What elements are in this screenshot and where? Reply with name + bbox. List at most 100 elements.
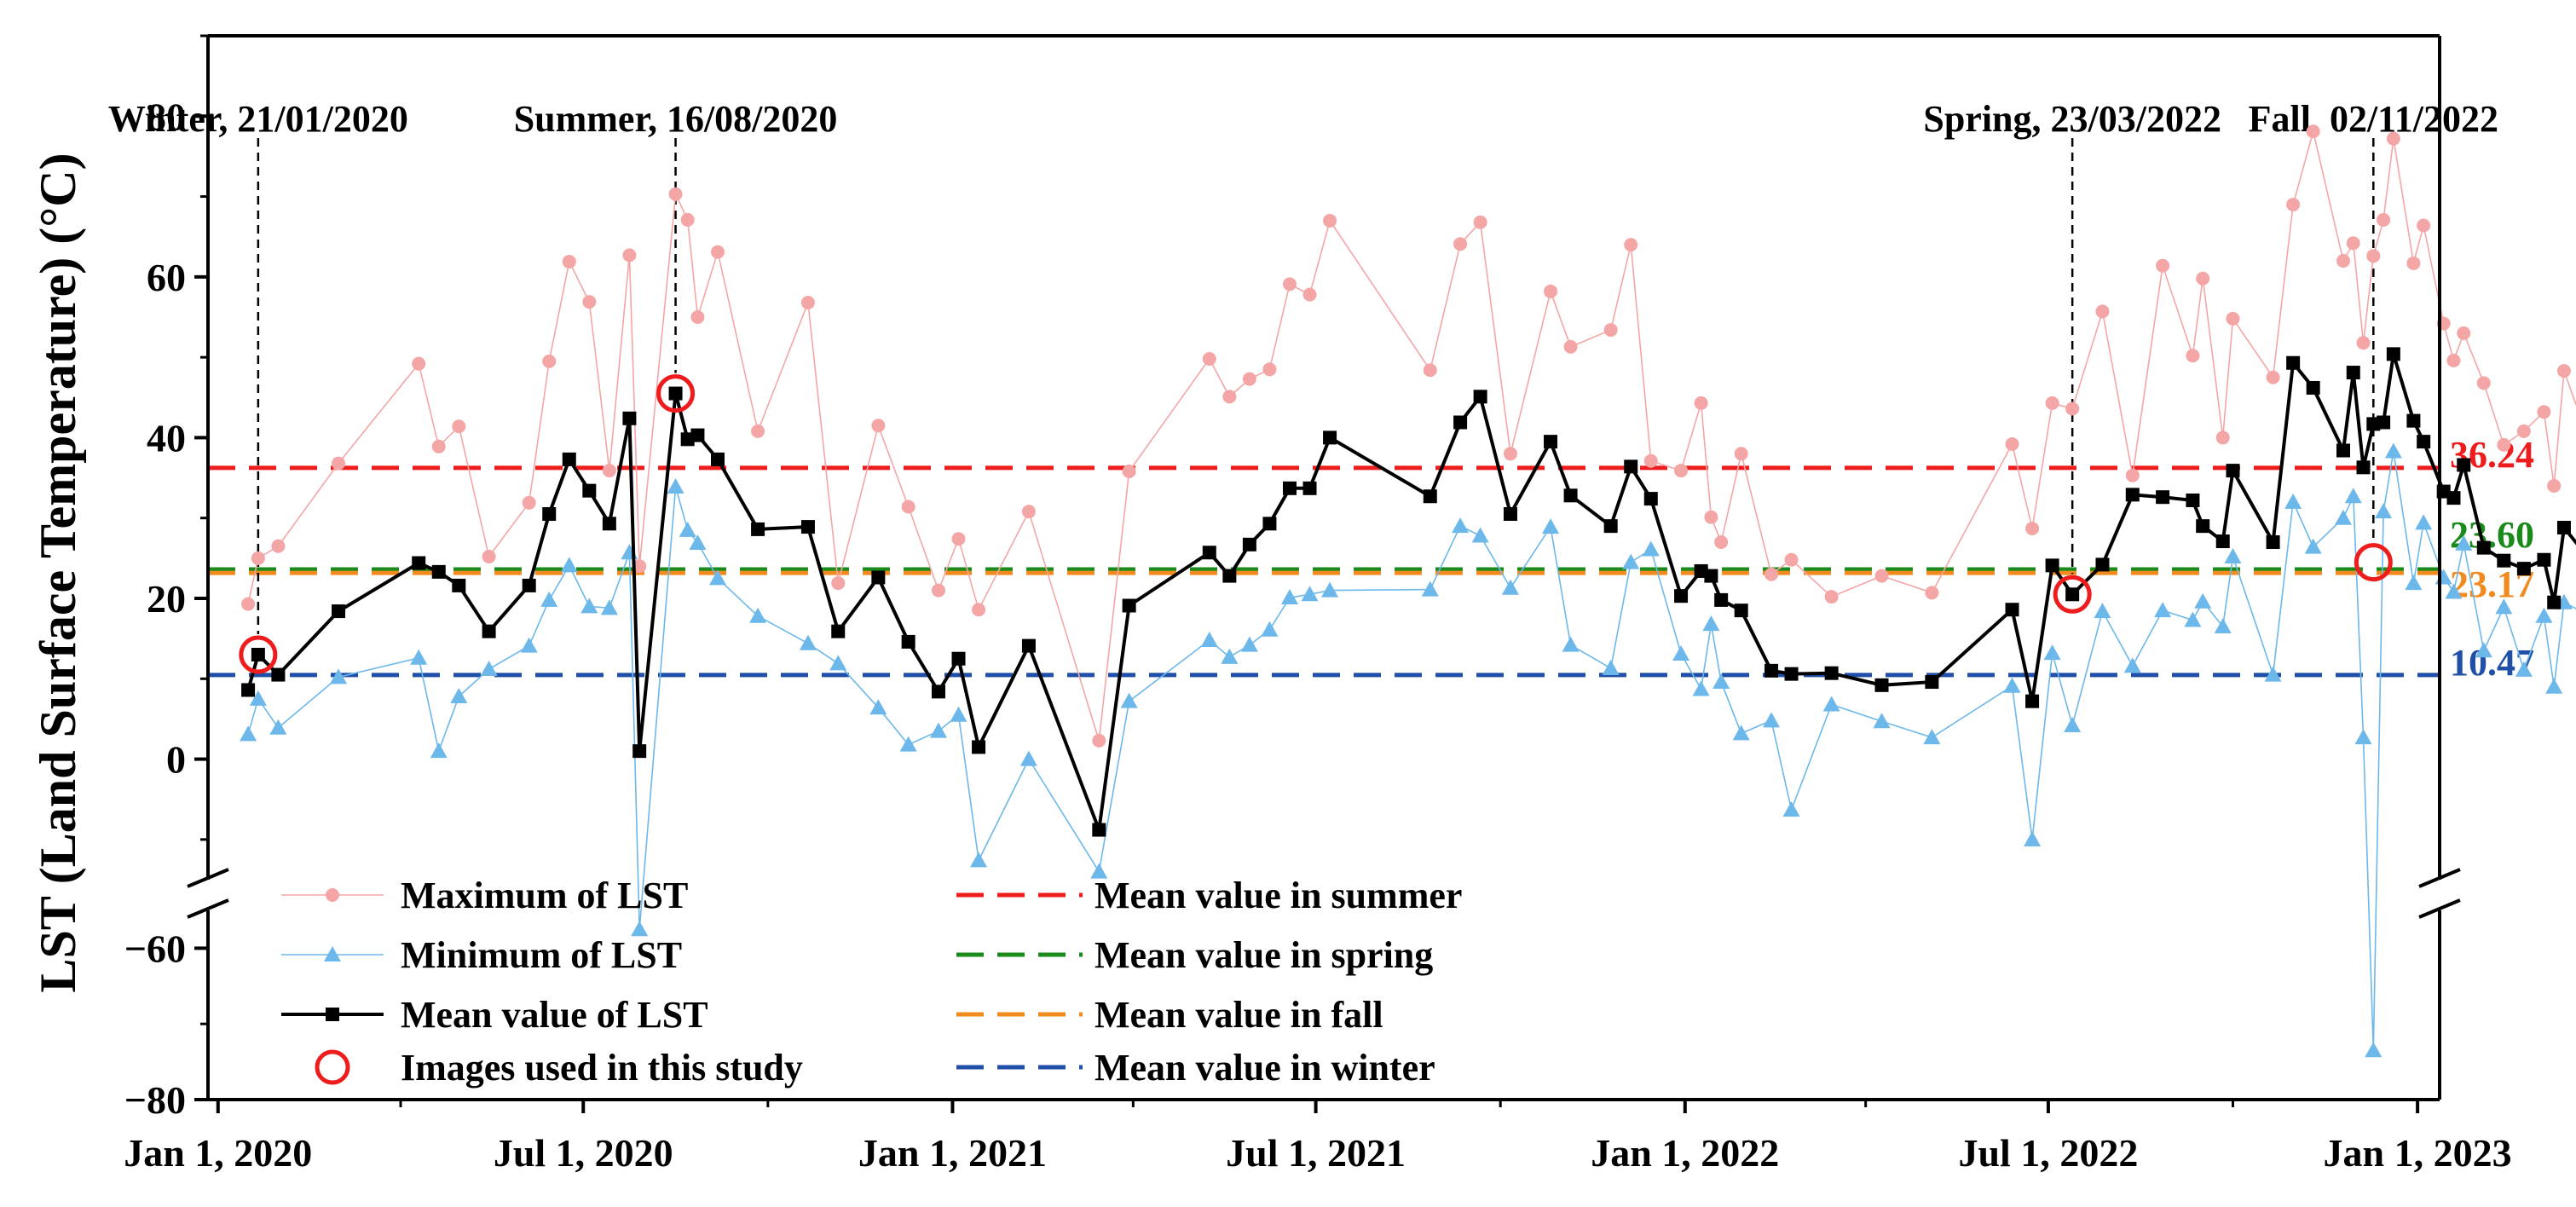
mean-lst-point bbox=[622, 411, 637, 425]
max-lst-point bbox=[2095, 304, 2110, 319]
y-tick-label: −60 bbox=[124, 927, 186, 970]
max-lst-point bbox=[271, 539, 286, 553]
max-lst-point bbox=[251, 551, 265, 565]
min-lst-point bbox=[1542, 518, 1560, 534]
max-lst-point bbox=[1643, 453, 1658, 468]
min-lst-point bbox=[1713, 673, 1730, 690]
x-tick-label: Jan 1, 2023 bbox=[2324, 1131, 2512, 1175]
mean-lst-point bbox=[1674, 589, 1689, 604]
min-lst-point bbox=[2384, 442, 2402, 459]
mean-lst-point bbox=[2215, 534, 2230, 549]
max-lst-point bbox=[1122, 465, 1136, 479]
mean-lst-point bbox=[452, 578, 466, 592]
annotation-label: Fall, 02/11/2022 bbox=[2249, 98, 2498, 140]
y-tick-label: −80 bbox=[124, 1078, 186, 1122]
mean-lst-point bbox=[2125, 488, 2140, 502]
mean-lst-point bbox=[1503, 507, 1517, 521]
max-lst-point bbox=[602, 464, 616, 478]
min-lst-point bbox=[2024, 830, 2042, 846]
min-lst-point bbox=[2515, 661, 2533, 677]
mean-lst-point bbox=[2516, 562, 2531, 576]
max-lst-point bbox=[1021, 505, 1036, 519]
max-lst-point bbox=[831, 576, 846, 591]
mean-lst-point bbox=[931, 684, 945, 699]
mean-lst-point bbox=[1202, 546, 1216, 560]
mean-lst-point bbox=[1242, 537, 1256, 552]
min-lst-point bbox=[1873, 713, 1891, 729]
max-lst-point bbox=[710, 245, 725, 259]
mean-lst-point bbox=[1824, 666, 1839, 680]
min-lst-point bbox=[950, 706, 967, 722]
image-used-marker bbox=[656, 374, 696, 413]
mean-lst-point bbox=[1453, 415, 1468, 430]
min-lst-point bbox=[2344, 488, 2362, 504]
min-lst-point bbox=[667, 477, 684, 494]
data-series bbox=[239, 124, 2576, 1058]
max-lst-point bbox=[2547, 479, 2562, 493]
min-lst-point bbox=[330, 668, 348, 684]
max-lst-point bbox=[2366, 249, 2381, 263]
mean-lst-point bbox=[2547, 595, 2562, 609]
mean-lst-point bbox=[1282, 481, 1297, 495]
max-lst-point bbox=[482, 549, 496, 563]
image-used-marker bbox=[2053, 575, 2092, 614]
mean-lst-point bbox=[2356, 460, 2371, 475]
min-lst-point bbox=[2365, 1042, 2383, 1058]
max-lst-point bbox=[931, 583, 945, 598]
min-lst-point bbox=[1763, 712, 1781, 728]
mean-lst-point bbox=[251, 648, 265, 661]
max-lst-point bbox=[522, 495, 536, 510]
min-lst-point bbox=[970, 852, 988, 868]
mean-lst-line bbox=[246, 353, 2576, 831]
min-lst-point bbox=[829, 655, 847, 671]
min-lst-series bbox=[240, 442, 2576, 1058]
max-lst-point bbox=[1453, 237, 1468, 251]
min-lst-point bbox=[1421, 580, 1439, 597]
max-lst-point bbox=[452, 419, 466, 434]
mean-lst-point bbox=[972, 740, 986, 754]
x-tick-label: Jan 1, 2021 bbox=[858, 1131, 1047, 1175]
max-lst-point bbox=[1765, 567, 1779, 581]
axis-break-mark bbox=[187, 898, 229, 919]
max-lst-point bbox=[2226, 311, 2240, 326]
mean-lst-point bbox=[951, 651, 966, 666]
min-lst-point bbox=[2043, 644, 2061, 661]
max-lst-point bbox=[2377, 212, 2391, 227]
min-lst-point bbox=[2375, 503, 2393, 519]
min-lst-point bbox=[1301, 586, 1319, 602]
min-lst-point bbox=[2354, 729, 2372, 745]
mean-lst-point bbox=[710, 452, 725, 466]
mean-lst-point bbox=[562, 452, 576, 466]
min-lst-point bbox=[2064, 716, 2082, 732]
max-lst-point bbox=[2386, 131, 2400, 146]
min-lst-point bbox=[1200, 632, 1218, 648]
mean-lst-point bbox=[1624, 459, 1638, 474]
max-lst-point bbox=[2516, 424, 2531, 438]
max-lst-point bbox=[2005, 436, 2019, 451]
min-lst-point bbox=[1622, 553, 1640, 569]
max-lst-point bbox=[1694, 396, 1708, 410]
min-lst-point bbox=[679, 521, 696, 537]
mean-lst-point bbox=[2556, 521, 2571, 535]
legend: Maximum of LST Minimum of LST Mean value o… bbox=[281, 875, 1462, 1089]
legend-label: Mean value in summer bbox=[1095, 875, 1462, 916]
mean-lst-point bbox=[2095, 557, 2110, 572]
max-lst-point bbox=[871, 419, 886, 433]
min-lst-point bbox=[580, 598, 598, 614]
min-lst-point bbox=[708, 569, 726, 586]
mean-lst-point bbox=[431, 564, 446, 579]
min-lst-point bbox=[2154, 602, 2172, 618]
min-lst-point bbox=[1501, 579, 1519, 595]
mean-lst-point bbox=[2446, 491, 2461, 505]
max-lst-point bbox=[1262, 362, 1277, 377]
mean-lst-point bbox=[2386, 347, 2400, 361]
min-lst-point bbox=[540, 591, 558, 607]
min-lst-point bbox=[689, 534, 707, 550]
legend-label: Minimum of LST bbox=[401, 934, 682, 976]
mean-lst-point bbox=[668, 386, 683, 401]
min-lst-point bbox=[2495, 598, 2513, 615]
x-tick-label: Jul 1, 2022 bbox=[1958, 1131, 2138, 1175]
max-lst-point bbox=[1302, 287, 1317, 302]
max-lst-point bbox=[1222, 390, 1237, 404]
